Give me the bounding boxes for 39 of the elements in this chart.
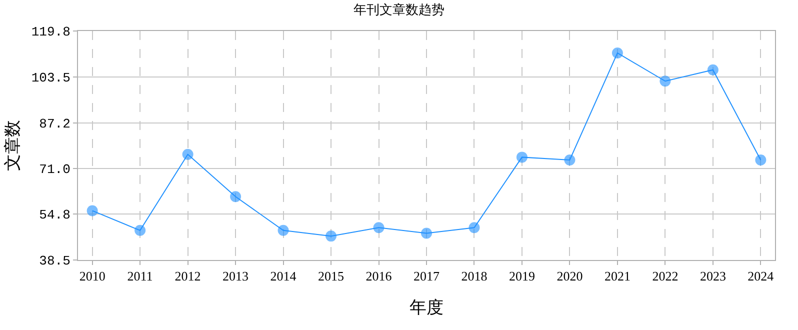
y-tick-label: 87.2 — [39, 116, 70, 132]
y-tick-label: 38.5 — [39, 254, 70, 269]
point — [468, 222, 480, 234]
point — [755, 154, 766, 166]
x-tick-label: 2019 — [508, 268, 535, 284]
point — [326, 230, 337, 242]
point — [182, 148, 194, 160]
y-tick-label: 119.8 — [31, 24, 70, 40]
chart-title: 年刊文章数趋势 — [354, 2, 444, 18]
point — [134, 224, 146, 236]
x-tick-label: 2021 — [604, 268, 630, 284]
x-tick-label: 2013 — [222, 268, 249, 284]
x-tick-label: 2017 — [414, 268, 440, 284]
x-tick-label: 2011 — [127, 268, 153, 284]
x-tick-label: 2015 — [318, 268, 344, 284]
x-tick-label: 2010 — [79, 268, 106, 284]
point — [660, 76, 671, 87]
point — [612, 47, 623, 58]
point — [373, 222, 384, 234]
point — [230, 191, 242, 202]
point — [564, 154, 576, 166]
x-tick-label: 2016 — [366, 268, 392, 284]
y-axis-title: 文章数 — [2, 120, 22, 171]
x-tick-label: 2023 — [700, 268, 726, 284]
point — [86, 205, 98, 216]
point — [707, 64, 718, 76]
x-tick-label: 2022 — [652, 268, 678, 284]
x-tick-label: 2018 — [461, 268, 488, 284]
point — [421, 228, 432, 239]
y-tick-label: 54.8 — [39, 208, 70, 223]
x-axis-title: 年度 — [410, 298, 444, 317]
x-tick-label: 2024 — [748, 268, 774, 284]
y-tick-label: 103.5 — [31, 70, 70, 86]
x-tick-label: 2014 — [270, 268, 297, 284]
y-tick-label: 71.0 — [39, 162, 70, 178]
x-tick-label: 2020 — [556, 268, 583, 284]
point — [278, 224, 289, 236]
point — [516, 152, 528, 163]
x-tick-label: 2012 — [174, 268, 201, 284]
